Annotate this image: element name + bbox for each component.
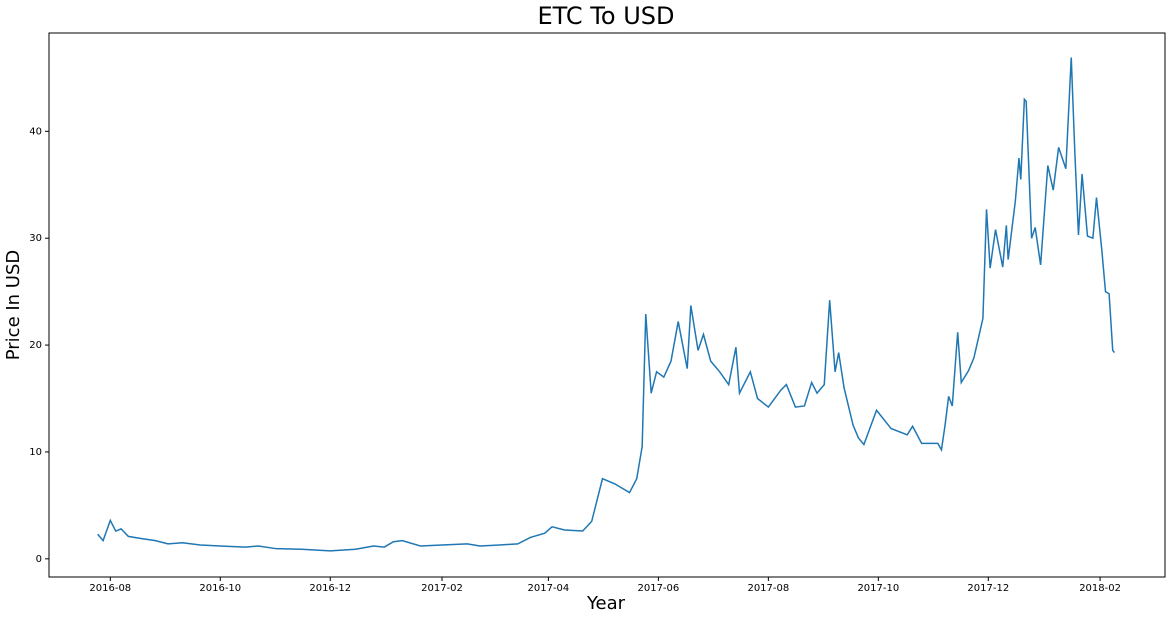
price-line [97,57,1116,552]
x-tick-label: 2017-08 [747,583,789,594]
x-tick-label: 2017-10 [857,583,899,594]
y-tick-label: 30 [29,233,42,244]
x-tick-label: 2018-02 [1079,583,1121,594]
y-tick-label: 20 [29,340,42,351]
y-axis-label: Price In USD [3,250,24,361]
x-tick-label: 2017-04 [528,583,570,594]
x-tick-label: 2017-02 [421,583,463,594]
x-tick-label: 2016-12 [309,583,351,594]
y-tick-label: 40 [29,126,42,137]
chart-title: ETC To USD [538,2,675,30]
x-axis-label: Year [586,593,626,614]
y-tick-label: 10 [29,447,42,458]
x-tick-label: 2017-06 [637,583,679,594]
y-tick-label: 0 [36,554,42,565]
plot-frame [48,32,1166,578]
x-tick-label: 2016-10 [199,583,241,594]
x-tick-label: 2017-12 [967,583,1009,594]
x-tick-label: 2016-08 [89,583,131,594]
